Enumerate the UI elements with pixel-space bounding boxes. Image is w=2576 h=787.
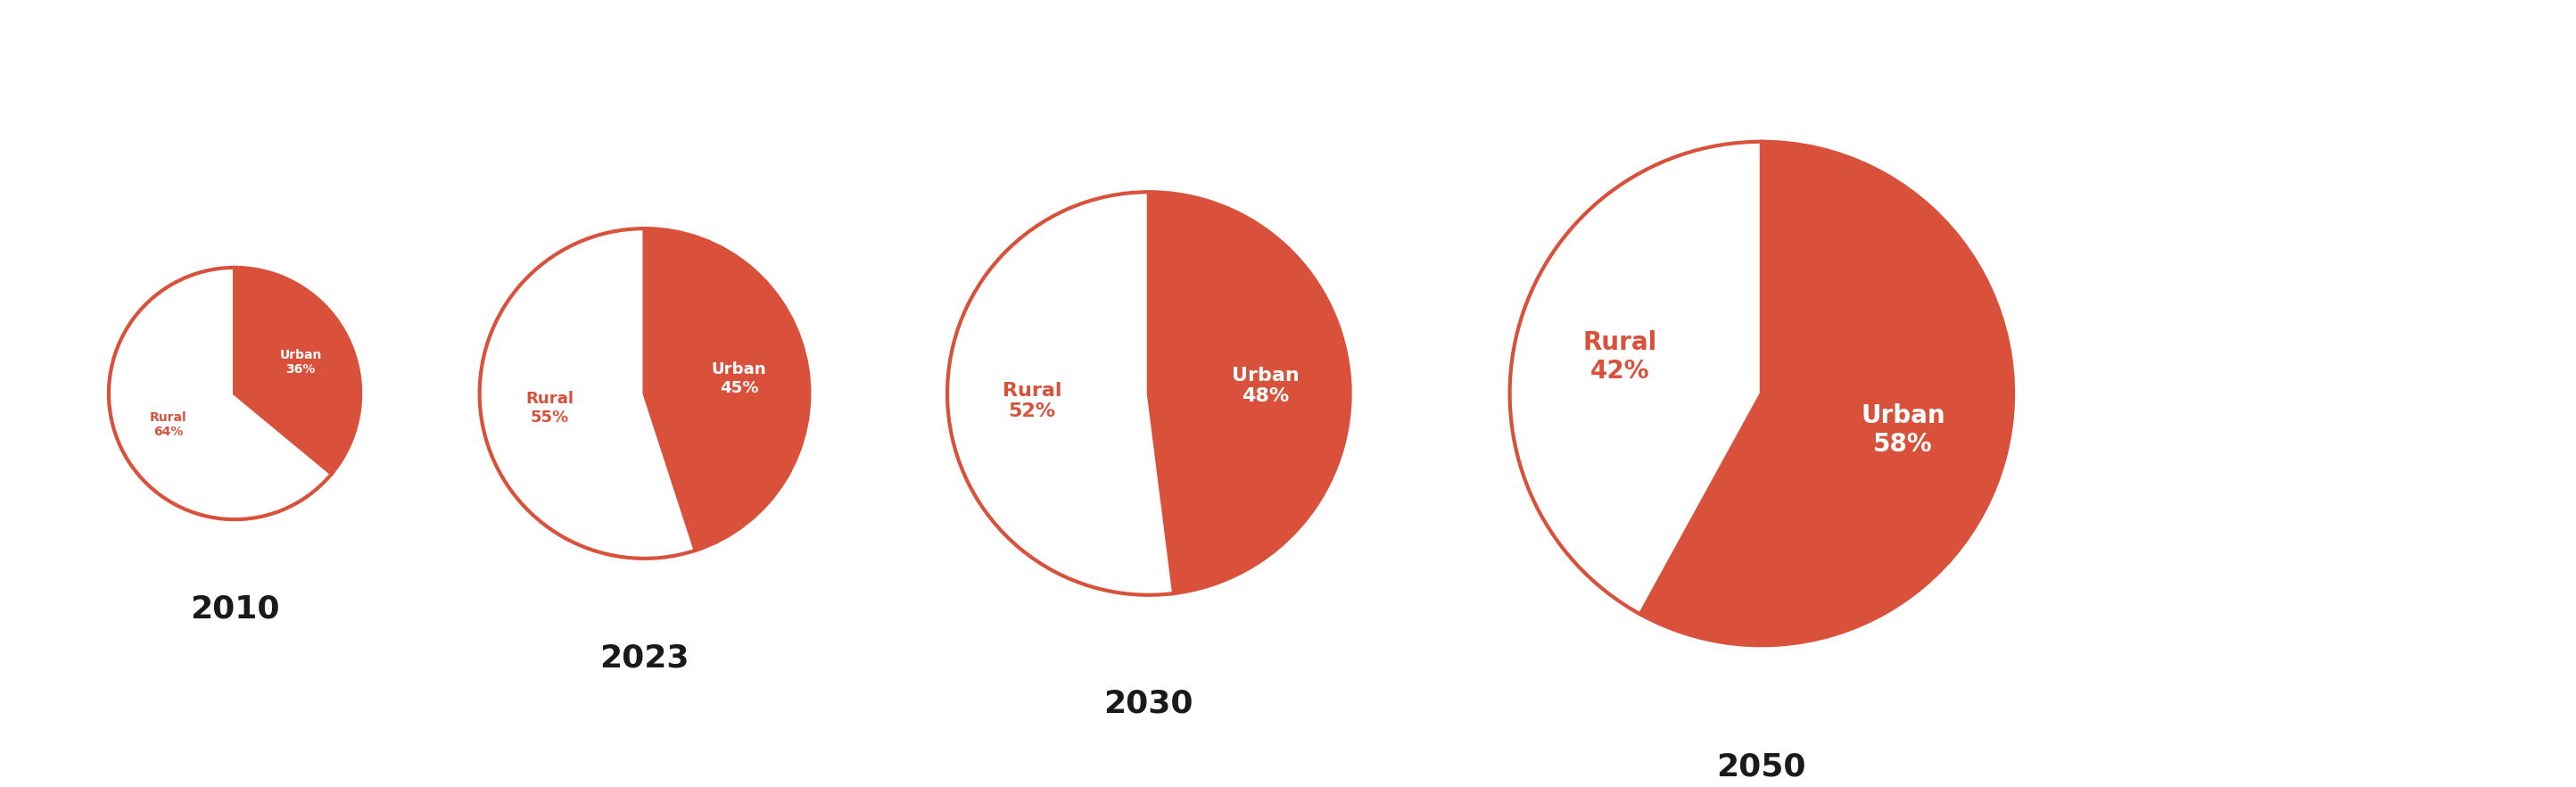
Wedge shape: [234, 268, 361, 474]
Wedge shape: [479, 228, 696, 559]
Text: Urban
36%: Urban 36%: [281, 349, 322, 376]
Text: 2030: 2030: [1105, 689, 1193, 719]
Text: Urban
45%: Urban 45%: [711, 361, 768, 396]
Text: Rural
52%: Rural 52%: [1002, 382, 1061, 420]
Text: Rural
55%: Rural 55%: [526, 391, 574, 426]
Wedge shape: [1149, 192, 1350, 593]
Text: 2010: 2010: [191, 594, 278, 625]
Wedge shape: [1510, 142, 1762, 614]
Wedge shape: [644, 228, 809, 550]
Text: Urban
48%: Urban 48%: [1231, 367, 1298, 405]
Wedge shape: [108, 268, 332, 519]
Text: Rural
64%: Rural 64%: [149, 411, 188, 438]
Text: 2023: 2023: [600, 643, 690, 674]
Text: Rural
42%: Rural 42%: [1582, 331, 1656, 384]
Wedge shape: [948, 192, 1175, 595]
Wedge shape: [1641, 142, 2014, 645]
Text: Urban
58%: Urban 58%: [1860, 403, 1945, 456]
Text: 2050: 2050: [1716, 752, 1806, 782]
